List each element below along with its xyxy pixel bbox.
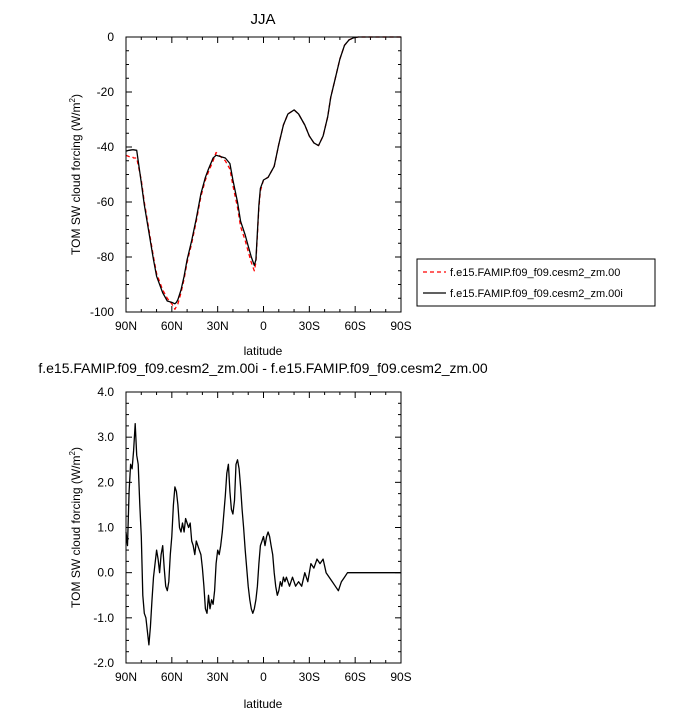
bottom-y-axis-label: TOM SW cloud forcing (W/m2)	[68, 447, 83, 608]
top-ticks: 90N 60N 30N 0 30S 60S 90S 0 -20 -40 -60 -80 -100	[90, 30, 412, 333]
top-series-line-2	[125, 36, 401, 305]
bottom-x-tick-label: 60S	[344, 670, 365, 684]
top-series-line-1	[125, 36, 401, 310]
top-series	[125, 36, 401, 310]
bottom-series	[125, 422, 401, 646]
top-x-tick-label: 90N	[115, 319, 137, 333]
bottom-x-tick-label: 30N	[207, 670, 229, 684]
legend-label-series-1: f.e15.FAMIP.f09_f09.cesm2_zm.00	[450, 267, 620, 279]
top-y-tick-label: -40	[97, 140, 115, 154]
bottom-panel: f.e15.FAMIP.f09_f09.cesm2_zm.00i - f.e15…	[38, 360, 487, 711]
top-y-axis-label-sup: 2	[68, 97, 77, 102]
bottom-y-axis-label-sup: 2	[68, 450, 77, 455]
bottom-y-tick-label: -1.0	[93, 611, 114, 625]
top-y-tick-label: -20	[97, 85, 115, 99]
bottom-y-tick-label: -2.0	[93, 656, 114, 670]
top-x-tick-label: 60N	[161, 319, 183, 333]
bottom-x-tick-label: 30S	[299, 670, 320, 684]
top-y-tick-label: -60	[97, 195, 115, 209]
top-y-tick-label: 0	[107, 30, 114, 44]
bottom-x-tick-label: 90S	[390, 670, 411, 684]
bottom-x-axis-label: latitude	[244, 697, 283, 711]
top-x-tick-label: 0	[260, 319, 267, 333]
bottom-y-tick-label: 1.0	[97, 521, 114, 535]
bottom-x-tick-label: 0	[260, 670, 267, 684]
top-y-axis-label-end: )	[69, 94, 83, 98]
top-x-tick-label: 90S	[390, 319, 411, 333]
bottom-plot-frame	[125, 391, 402, 664]
bottom-y-tick-label: 2.0	[97, 475, 114, 489]
top-panel: JJA 90N 60N 30N 0 30S 60S 90S 0 -20 -40 -60 -80 -100…	[68, 11, 656, 358]
bottom-y-axis-label-end: )	[69, 447, 83, 451]
top-chart-title: JJA	[250, 11, 275, 28]
bottom-x-tick-label: 60N	[161, 670, 183, 684]
top-y-tick-label: -80	[97, 250, 115, 264]
top-legend: f.e15.FAMIP.f09_f09.cesm2_zm.00 f.e15.FA…	[416, 258, 656, 307]
top-y-axis-label-main: TOM SW cloud forcing (W/m	[69, 102, 83, 254]
top-y-tick-label: -100	[90, 305, 114, 319]
top-x-axis-label: latitude	[244, 344, 283, 358]
bottom-x-tick-label: 90N	[115, 670, 137, 684]
top-y-axis-label: TOM SW cloud forcing (W/m2)	[68, 94, 83, 255]
bottom-y-tick-label: 3.0	[97, 430, 114, 444]
bottom-chart-title: f.e15.FAMIP.f09_f09.cesm2_zm.00i - f.e15…	[38, 360, 487, 376]
bottom-y-tick-label: 0.0	[97, 566, 114, 580]
legend-label-series-2: f.e15.FAMIP.f09_f09.cesm2_zm.00i	[450, 288, 623, 300]
legend-box	[416, 258, 656, 307]
bottom-y-tick-label: 4.0	[97, 385, 114, 399]
top-x-tick-label: 30S	[299, 319, 320, 333]
top-x-tick-label: 60S	[344, 319, 365, 333]
bottom-series-line-1	[125, 422, 401, 646]
top-x-tick-label: 30N	[207, 319, 229, 333]
top-plot-frame	[125, 36, 402, 313]
bottom-ticks: 90N 60N 30N 0 30S 60S 90S 4.0 3.0 2.0 1.0 0.0 -1.0 -2…	[93, 385, 411, 684]
bottom-y-axis-label-main: TOM SW cloud forcing (W/m	[69, 455, 83, 607]
